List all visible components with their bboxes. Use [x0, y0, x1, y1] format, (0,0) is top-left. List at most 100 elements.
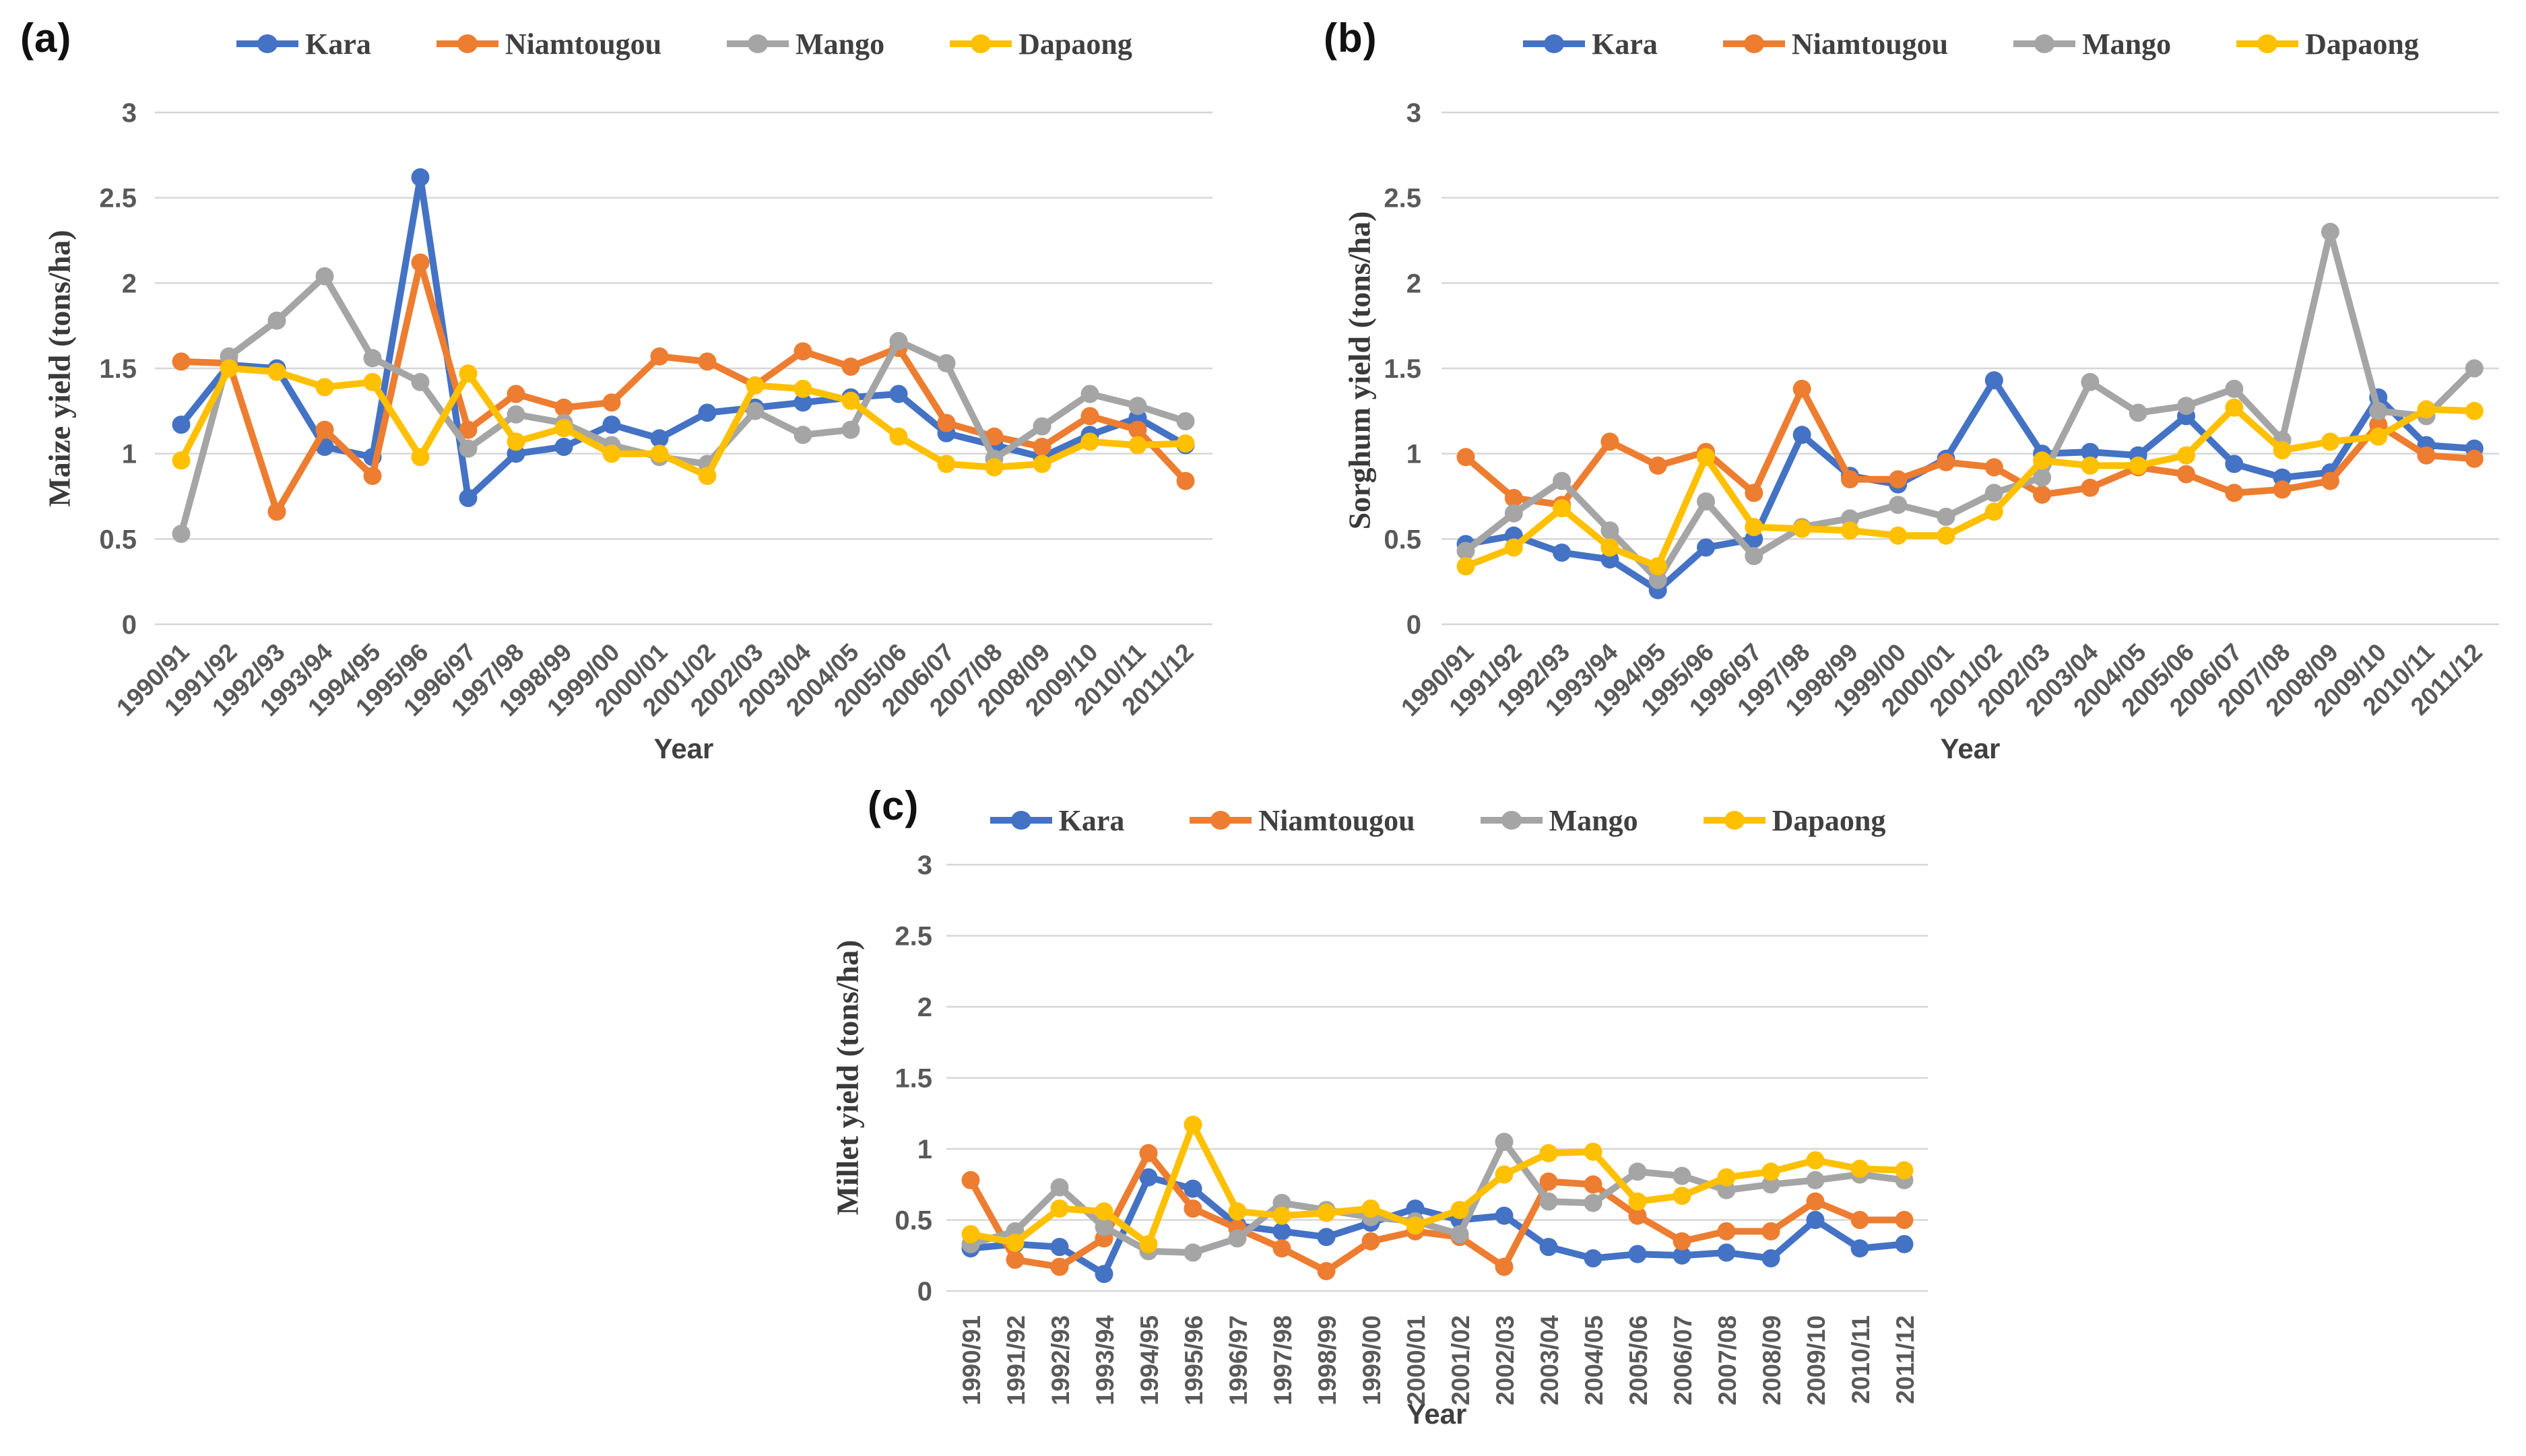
data-point-marker	[1080, 407, 1099, 426]
data-point-marker	[1584, 1249, 1602, 1267]
data-point-marker	[1745, 547, 1763, 566]
data-point-marker	[1504, 489, 1523, 507]
data-point-marker	[1745, 484, 1763, 502]
data-point-marker	[1895, 1234, 1914, 1253]
data-point-marker	[1937, 453, 1955, 471]
y-tick-label: 3	[122, 98, 137, 128]
legend-label: Dapaong	[1772, 803, 1886, 837]
data-point-marker	[1717, 1222, 1736, 1240]
legend-item-dapaong: Dapaong	[2235, 27, 2419, 61]
x-tick-label: 1990/91	[958, 1315, 985, 1405]
data-point-marker	[1648, 456, 1667, 475]
data-point-marker	[1895, 1211, 1914, 1229]
data-point-marker	[1697, 538, 1715, 557]
series-niamtougou	[1456, 379, 2484, 515]
data-point-marker	[1984, 371, 2003, 390]
data-point-marker	[2465, 401, 2484, 420]
data-point-marker	[1584, 1142, 1602, 1161]
data-point-marker	[889, 332, 908, 350]
legend-label: Mango	[1549, 803, 1638, 837]
legend-item-kara: Kara	[989, 803, 1124, 838]
legend-line-marker-icon	[1703, 811, 1766, 830]
x-tick-label: 2004/05	[1580, 1315, 1608, 1405]
legend-item-niamtougou: Niamtougou	[435, 27, 661, 61]
data-point-marker	[889, 427, 908, 446]
x-tick-label: 2003/04	[1536, 1315, 1563, 1405]
series-line	[178, 273, 1189, 537]
data-point-marker	[1806, 1151, 1825, 1170]
data-point-marker	[1095, 1202, 1113, 1221]
y-tick-label: 3	[917, 851, 932, 880]
series-line	[967, 1138, 1908, 1256]
x-tick-label: 1993/94	[1091, 1315, 1119, 1405]
data-point-marker	[1697, 492, 1715, 511]
chart-b-y-axis-title: Sorghum yield (tons/ha)	[1342, 211, 1377, 530]
data-point-marker	[2369, 401, 2388, 420]
data-point-marker	[602, 393, 621, 412]
y-tick-label: 1.5	[99, 354, 137, 384]
chart-c-x-axis-title: Year	[1406, 1398, 1467, 1430]
data-point-marker	[2465, 449, 2484, 468]
legend-label: Mango	[796, 27, 885, 61]
x-tick-label: 2000/01	[1402, 1315, 1430, 1405]
data-point-marker	[1717, 1243, 1736, 1262]
data-point-marker	[937, 455, 956, 473]
data-point-marker	[1450, 1201, 1469, 1220]
chart-b-legend: Kara Niamtougou Mango Dapaong	[1442, 24, 2499, 64]
data-point-marker	[1504, 504, 1523, 523]
x-tick-label: 2008/09	[1758, 1315, 1786, 1405]
data-point-marker	[1806, 1170, 1825, 1189]
data-point-marker	[1792, 519, 1811, 538]
data-point-marker	[507, 385, 525, 403]
y-tick-label: 2.5	[895, 922, 932, 952]
data-point-marker	[1984, 458, 2003, 477]
data-point-marker	[554, 398, 573, 417]
chart-a-plot: 00.511.522.531990/911991/921992/931993/9…	[99, 98, 1212, 721]
data-point-marker	[1539, 1192, 1558, 1211]
data-point-marker	[1317, 1203, 1336, 1222]
data-point-marker	[985, 427, 1004, 446]
panel-b-label: (b)	[1324, 15, 1378, 61]
data-point-marker	[459, 489, 478, 507]
data-point-marker	[315, 420, 334, 439]
y-tick-label: 0.5	[895, 1206, 932, 1236]
data-point-marker	[746, 376, 765, 395]
data-point-marker	[1176, 412, 1195, 430]
data-point-marker	[2081, 456, 2100, 475]
legend-label: Dapaong	[1018, 27, 1132, 61]
data-point-marker	[1628, 1192, 1647, 1211]
data-point-marker	[1272, 1239, 1291, 1258]
data-point-marker	[1006, 1251, 1025, 1269]
data-point-marker	[1761, 1162, 1780, 1181]
data-point-marker	[1806, 1192, 1825, 1211]
data-point-marker	[794, 342, 812, 361]
legend-item-dapaong: Dapaong	[1702, 803, 1886, 838]
data-point-marker	[1792, 379, 1811, 398]
chart-b-x-axis-title: Year	[1940, 733, 2001, 764]
data-point-marker	[1139, 1144, 1158, 1162]
data-point-marker	[1889, 526, 1908, 545]
legend-line-marker-icon	[1523, 34, 1586, 53]
data-point-marker	[1095, 1265, 1113, 1284]
series-line	[1462, 404, 2478, 570]
data-point-marker	[794, 426, 812, 444]
data-point-marker	[363, 372, 382, 391]
data-point-marker	[889, 385, 908, 403]
data-point-marker	[1628, 1206, 1647, 1225]
chart-a-x-axis-title: Year	[653, 733, 714, 764]
x-tick-label: 1991/92	[1002, 1315, 1030, 1405]
data-point-marker	[1272, 1193, 1291, 1212]
data-point-marker	[1495, 1206, 1514, 1225]
data-point-marker	[1761, 1222, 1780, 1240]
panel-a-label: (a)	[20, 15, 72, 61]
x-tick-label: 2009/10	[1803, 1315, 1830, 1405]
data-point-marker	[1937, 507, 1955, 526]
legend-item-niamtougou: Niamtougou	[1188, 803, 1415, 838]
data-point-marker	[267, 502, 286, 521]
data-point-marker	[2417, 400, 2436, 419]
data-point-marker	[1761, 1249, 1780, 1267]
data-point-marker	[2081, 442, 2100, 461]
y-tick-label: 1	[122, 440, 137, 469]
data-point-marker	[1628, 1162, 1647, 1181]
